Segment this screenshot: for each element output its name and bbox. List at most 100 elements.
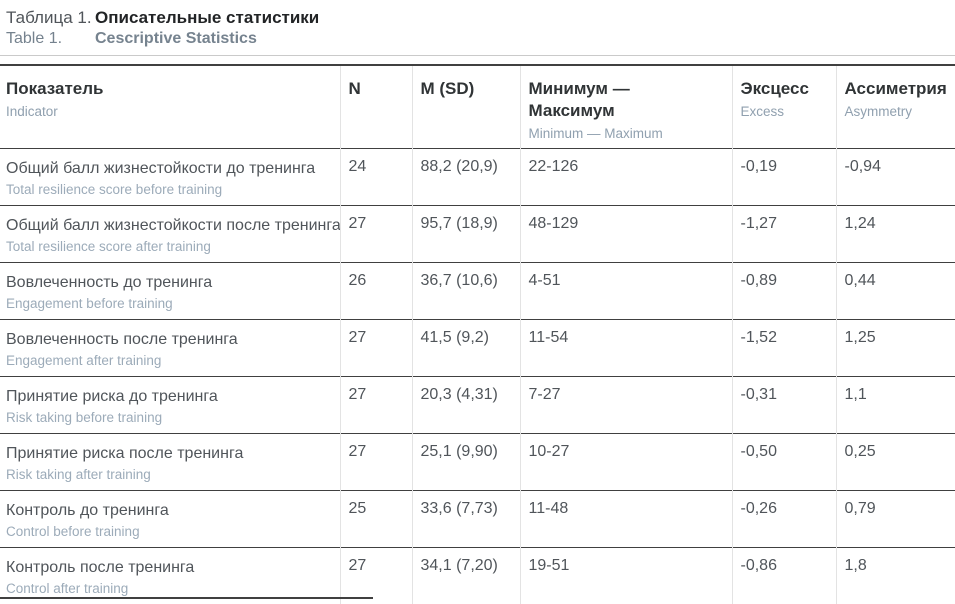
cell-excess: -0,26 <box>731 489 836 547</box>
cell-min-max: 4-51 <box>519 261 732 319</box>
row-label-ru: Общий балл жизнестойкости после тренинга <box>6 216 340 234</box>
cell-indicator: Принятие риска до тренинга Risk taking b… <box>0 375 340 433</box>
cell-min-max: 11-54 <box>519 318 732 376</box>
cell-min-max: 10-27 <box>519 432 732 490</box>
row-label-ru: Принятие риска после тренинга <box>6 444 244 462</box>
descriptive-statistics-table: Показатель Indicator N M (SD) Минимум — … <box>0 64 955 604</box>
cell-asymmetry: -0,94 <box>835 147 955 205</box>
cell-n: 27 <box>339 375 412 433</box>
caption-line-en: Table 1. Cescriptive Statistics <box>6 28 955 49</box>
cell-min-max: 22-126 <box>519 147 732 205</box>
cell-m-sd: 41,5 (9,2) <box>411 318 520 376</box>
col-header-asymmetry: Ассиметрия Asymmetry <box>835 64 955 148</box>
cell-n: 27 <box>339 432 412 490</box>
row-label-en: Risk taking after training <box>6 466 151 482</box>
row-label-en: Control before training <box>6 523 140 539</box>
row-label-ru: Общий балл жизнестойкости до тренинга <box>6 159 316 177</box>
col-header-asymmetry-en: Asymmetry <box>844 104 913 119</box>
cell-excess: -1,27 <box>731 204 836 262</box>
cell-m-sd: 88,2 (20,9) <box>411 147 520 205</box>
col-header-indicator-ru: Показатель <box>6 79 104 98</box>
bottom-border-fragment <box>0 597 373 599</box>
row-label-ru: Контроль после тренинга <box>6 558 195 576</box>
cell-asymmetry: 0,25 <box>835 432 955 490</box>
row-label-en: Total resilience score before training <box>6 181 223 197</box>
col-header-indicator: Показатель Indicator <box>0 64 340 148</box>
table-row: Контроль до тренинга Control before trai… <box>0 489 955 547</box>
cell-asymmetry: 0,44 <box>835 261 955 319</box>
cell-n: 27 <box>339 318 412 376</box>
col-header-min-max-ru: Минимум — Максимум <box>528 79 630 120</box>
row-label-ru: Вовлеченность до тренинга <box>6 273 213 291</box>
cell-n: 27 <box>339 546 412 604</box>
row-label-en: Control after training <box>6 580 129 596</box>
cell-asymmetry: 0,79 <box>835 489 955 547</box>
cell-excess: -0,19 <box>731 147 836 205</box>
cell-indicator: Общий балл жизнестойкости до тренинга To… <box>0 147 340 205</box>
caption-line-ru: Таблица 1. Описательные статистики <box>6 7 955 28</box>
cell-asymmetry: 1,25 <box>835 318 955 376</box>
cell-excess: -0,50 <box>731 432 836 490</box>
cell-indicator: Вовлеченность до тренинга Engagement bef… <box>0 261 340 319</box>
col-header-n: N <box>339 64 412 148</box>
cell-asymmetry: 1,1 <box>835 375 955 433</box>
cell-n: 25 <box>339 489 412 547</box>
col-header-excess-en: Excess <box>740 104 785 119</box>
cell-m-sd: 36,7 (10,6) <box>411 261 520 319</box>
cell-asymmetry: 1,24 <box>835 204 955 262</box>
cell-n: 24 <box>339 147 412 205</box>
cell-excess: -0,31 <box>731 375 836 433</box>
col-header-indicator-en: Indicator <box>6 104 58 119</box>
col-header-n-label: N <box>348 79 361 98</box>
table-row: Вовлеченность после тренинга Engagement … <box>0 318 955 376</box>
row-label-en: Engagement before training <box>6 295 173 311</box>
cell-n: 26 <box>339 261 412 319</box>
table-header: Показатель Indicator N M (SD) Минимум — … <box>0 64 955 148</box>
cell-m-sd: 95,7 (18,9) <box>411 204 520 262</box>
cell-min-max: 7-27 <box>519 375 732 433</box>
cell-m-sd: 25,1 (9,90) <box>411 432 520 490</box>
header-row: Показатель Indicator N M (SD) Минимум — … <box>0 64 955 148</box>
table-row: Общий балл жизнестойкости до тренинга To… <box>0 147 955 205</box>
cell-indicator: Вовлеченность после тренинга Engagement … <box>0 318 340 376</box>
row-label-en: Risk taking before training <box>6 409 163 425</box>
table-row: Вовлеченность до тренинга Engagement bef… <box>0 261 955 319</box>
table-row: Контроль после тренинга Control after tr… <box>0 546 955 604</box>
cell-m-sd: 20,3 (4,31) <box>411 375 520 433</box>
cell-indicator: Контроль после тренинга Control after tr… <box>0 546 340 604</box>
row-label-en: Total resilience score after training <box>6 238 211 254</box>
row-label-ru: Контроль до тренинга <box>6 501 169 519</box>
col-header-asymmetry-ru: Ассиметрия <box>844 79 947 98</box>
row-label-ru: Вовлеченность после тренинга <box>6 330 238 348</box>
cell-indicator: Контроль до тренинга Control before trai… <box>0 489 340 547</box>
cell-m-sd: 33,6 (7,73) <box>411 489 520 547</box>
caption-title-en: Cescriptive Statistics <box>95 30 257 47</box>
cell-asymmetry: 1,8 <box>835 546 955 604</box>
cell-min-max: 11-48 <box>519 489 732 547</box>
cell-m-sd: 34,1 (7,20) <box>411 546 520 604</box>
col-header-m-sd-label: M (SD) <box>420 79 475 98</box>
table-row: Принятие риска после тренинга Risk takin… <box>0 432 955 490</box>
cell-min-max: 19-51 <box>519 546 732 604</box>
table-body: Общий балл жизнестойкости до тренинга To… <box>0 147 955 604</box>
caption-title-ru: Описательные статистики <box>95 8 320 27</box>
cell-indicator: Принятие риска после тренинга Risk takin… <box>0 432 340 490</box>
caption-label-ru: Таблица 1. <box>6 8 92 27</box>
col-header-min-max: Минимум — Максимум Minimum — Maximum <box>519 64 732 148</box>
table-caption: Таблица 1. Описательные статистики Table … <box>0 0 955 56</box>
cell-n: 27 <box>339 204 412 262</box>
col-header-excess: Эксцесс Excess <box>731 64 836 148</box>
cell-excess: -0,86 <box>731 546 836 604</box>
row-label-ru: Принятие риска до тренинга <box>6 387 218 405</box>
row-label-en: Engagement after training <box>6 352 162 368</box>
caption-label-en: Table 1. <box>6 30 63 47</box>
table-row: Общий балл жизнестойкости после тренинга… <box>0 204 955 262</box>
cell-excess: -0,89 <box>731 261 836 319</box>
col-header-excess-ru: Эксцесс <box>740 79 809 98</box>
cell-min-max: 48-129 <box>519 204 732 262</box>
col-header-m-sd: M (SD) <box>411 64 520 148</box>
cell-indicator: Общий балл жизнестойкости после тренинга… <box>0 204 340 262</box>
col-header-min-max-en: Minimum — Maximum <box>528 126 663 141</box>
cell-excess: -1,52 <box>731 318 836 376</box>
